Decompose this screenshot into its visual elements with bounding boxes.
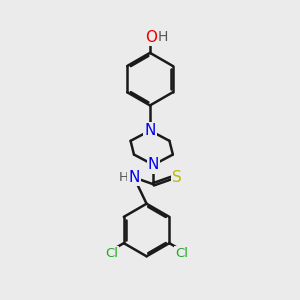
- Text: Cl: Cl: [105, 247, 118, 260]
- Text: N: N: [128, 170, 140, 185]
- Text: Cl: Cl: [175, 247, 188, 260]
- Text: O: O: [145, 30, 157, 45]
- Text: H: H: [119, 171, 129, 184]
- Text: N: N: [144, 123, 156, 138]
- Text: N: N: [148, 158, 159, 172]
- Text: H: H: [157, 30, 168, 44]
- Text: S: S: [172, 170, 182, 185]
